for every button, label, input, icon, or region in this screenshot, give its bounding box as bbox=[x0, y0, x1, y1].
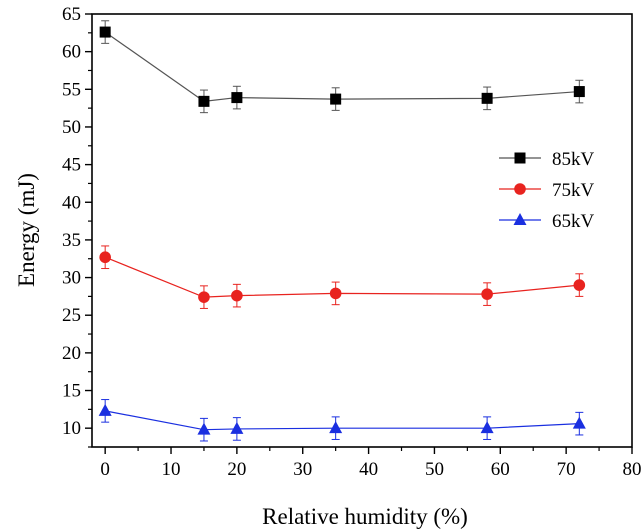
data-point bbox=[197, 422, 211, 435]
series-layer bbox=[98, 20, 586, 442]
data-point bbox=[231, 289, 243, 302]
data-point bbox=[231, 92, 243, 104]
series-line bbox=[104, 31, 580, 102]
legend-item-85kV: 85kV bbox=[499, 149, 595, 170]
y-tick-label: 15 bbox=[62, 381, 81, 402]
data-point bbox=[198, 95, 210, 107]
legend-label: 75kV bbox=[552, 180, 595, 201]
legend: 85kV 75kV 65kV bbox=[499, 149, 595, 232]
data-point bbox=[98, 403, 112, 416]
legend-marker bbox=[514, 183, 526, 195]
legend-marker bbox=[514, 152, 526, 164]
series-85kV bbox=[99, 20, 585, 114]
data-point bbox=[480, 421, 494, 434]
data-point bbox=[99, 26, 111, 38]
y-tick-label: 45 bbox=[62, 155, 81, 176]
legend-label: 85kV bbox=[552, 149, 595, 170]
y-tick-label: 35 bbox=[62, 230, 81, 251]
legend-marker bbox=[513, 213, 527, 225]
x-tick-label: 30 bbox=[293, 459, 312, 480]
data-point bbox=[481, 92, 493, 104]
data-point bbox=[573, 86, 585, 98]
data-point bbox=[572, 416, 586, 429]
y-tick-label: 25 bbox=[62, 305, 81, 326]
data-point bbox=[230, 421, 244, 434]
series-75kV bbox=[99, 245, 586, 309]
legend-item-65kV: 65kV bbox=[499, 211, 595, 232]
x-tick-label: 40 bbox=[359, 459, 378, 480]
legend-label: 65kV bbox=[552, 211, 595, 232]
x-tick-label: 80 bbox=[623, 459, 642, 480]
series-65kV bbox=[98, 399, 586, 442]
plot-frame bbox=[91, 13, 633, 448]
data-point bbox=[329, 287, 342, 300]
y-tick-label: 55 bbox=[62, 79, 81, 100]
y-tick-label: 40 bbox=[62, 192, 81, 213]
data-point bbox=[99, 251, 111, 264]
series-line bbox=[105, 410, 580, 431]
y-axis-label: Energy (mJ) bbox=[14, 173, 39, 287]
data-point bbox=[481, 288, 493, 300]
y-tick-label: 30 bbox=[62, 268, 81, 289]
y-tick-label: 50 bbox=[62, 117, 81, 138]
data-point bbox=[330, 93, 342, 105]
x-tick-label: 0 bbox=[100, 459, 110, 480]
plot-area bbox=[91, 13, 633, 448]
x-tick-label: 70 bbox=[557, 459, 576, 480]
data-point bbox=[329, 421, 343, 434]
data-point bbox=[198, 291, 210, 303]
x-tick-label: 10 bbox=[162, 459, 181, 480]
series-line bbox=[104, 256, 580, 298]
y-tick-label: 65 bbox=[62, 4, 81, 25]
axes: 0 10 20 30 40 50 60 70 80 10 15 20 25 30 35 40 45 50 55 60 6… bbox=[62, 4, 642, 480]
y-tick-label: 10 bbox=[62, 418, 81, 439]
data-point bbox=[573, 279, 586, 291]
legend-item-75kV: 75kV bbox=[499, 180, 595, 201]
y-tick-label: 60 bbox=[62, 42, 81, 63]
x-tick-label: 20 bbox=[227, 459, 246, 480]
x-tick-label: 60 bbox=[491, 459, 510, 480]
x-axis-label: Relative humidity (%) bbox=[262, 504, 468, 529]
y-tick-label: 20 bbox=[62, 343, 81, 364]
x-tick-label: 50 bbox=[425, 459, 444, 480]
